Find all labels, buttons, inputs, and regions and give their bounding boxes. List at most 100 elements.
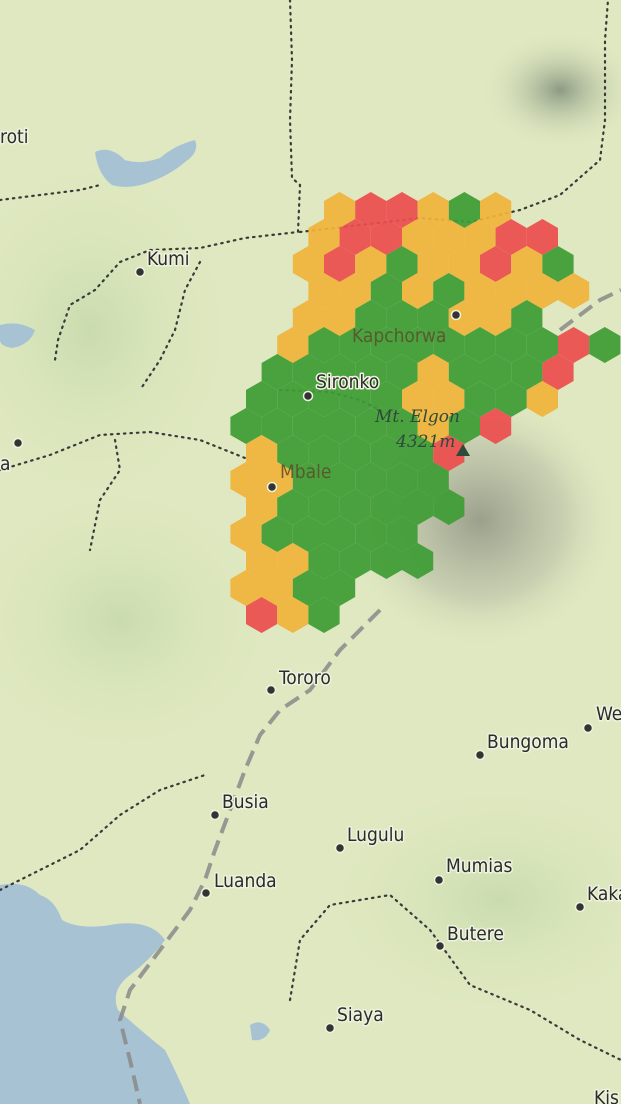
hexbin-cell[interactable] — [324, 516, 356, 552]
hexbin-cell[interactable] — [308, 597, 340, 633]
hexbin-cell[interactable] — [480, 408, 512, 444]
hexbin-cell[interactable] — [355, 408, 387, 444]
hexbin-cell[interactable] — [480, 354, 512, 390]
hexbin-cell[interactable] — [246, 489, 278, 525]
hexbin-cell[interactable] — [558, 327, 590, 363]
hexbin-cell[interactable] — [370, 273, 402, 309]
hexbin-cell[interactable] — [277, 435, 309, 471]
hexbin-cell[interactable] — [277, 489, 309, 525]
hexbin-cell[interactable] — [308, 327, 340, 363]
hexbin-cell[interactable] — [526, 219, 558, 255]
hexbin-cell[interactable] — [417, 192, 449, 228]
hexbin-cell[interactable] — [526, 381, 558, 417]
hexbin-cell[interactable] — [511, 354, 543, 390]
hexbin-cell[interactable] — [433, 381, 465, 417]
hexbin-cell[interactable] — [464, 381, 496, 417]
hexbin-cell[interactable] — [370, 327, 402, 363]
hexbin-cell[interactable] — [480, 192, 512, 228]
hexbin-cell[interactable] — [308, 219, 340, 255]
hexbin-cell[interactable] — [292, 570, 324, 606]
hexbin-cell[interactable] — [386, 246, 418, 282]
hexbin-cell[interactable] — [246, 435, 278, 471]
hexbin-cell[interactable] — [230, 408, 262, 444]
hexbin-cell[interactable] — [589, 327, 621, 363]
hexbin-cell[interactable] — [339, 435, 371, 471]
hexbin-cell[interactable] — [324, 462, 356, 498]
hexbin-cell[interactable] — [542, 354, 574, 390]
hexbin-cell[interactable] — [402, 219, 434, 255]
hexbin-cell[interactable] — [355, 192, 387, 228]
hexbin-cell[interactable] — [324, 354, 356, 390]
hexbin-cell[interactable] — [355, 462, 387, 498]
hexbin-cell[interactable] — [370, 489, 402, 525]
hexbin-cell[interactable] — [277, 327, 309, 363]
hexbin-cell[interactable] — [386, 354, 418, 390]
hexbin-cell[interactable] — [480, 246, 512, 282]
hexbin-cell[interactable] — [433, 219, 465, 255]
hexbin-cell[interactable] — [261, 516, 293, 552]
hexbin-cell[interactable] — [230, 516, 262, 552]
hexbin-cell[interactable] — [339, 273, 371, 309]
hexbin-cell[interactable] — [370, 435, 402, 471]
hexbin-cell[interactable] — [230, 462, 262, 498]
hexbin-cell[interactable] — [495, 273, 527, 309]
hexbin-cell[interactable] — [292, 408, 324, 444]
hexbin-cell[interactable] — [448, 246, 480, 282]
hexbin-cell[interactable] — [402, 381, 434, 417]
hexbin-cell[interactable] — [355, 516, 387, 552]
hexbin-cell[interactable] — [558, 273, 590, 309]
hexbin-cell[interactable] — [277, 543, 309, 579]
hexbin-cell[interactable] — [339, 219, 371, 255]
hexbin-cell[interactable] — [417, 462, 449, 498]
hexbin-cell[interactable] — [324, 246, 356, 282]
hexbin-cell[interactable] — [246, 597, 278, 633]
hexbin-cell[interactable] — [324, 408, 356, 444]
hexbin-cell[interactable] — [355, 300, 387, 336]
hexbin-cell[interactable] — [464, 219, 496, 255]
hexbin-cell[interactable] — [402, 435, 434, 471]
hexbin-cell[interactable] — [292, 246, 324, 282]
hexbin-cell[interactable] — [448, 192, 480, 228]
hexbin-cell[interactable] — [464, 327, 496, 363]
hexbin-cell[interactable] — [292, 300, 324, 336]
hexbin-cell[interactable] — [433, 489, 465, 525]
hexbin-cell[interactable] — [292, 354, 324, 390]
hexbin-cell[interactable] — [511, 300, 543, 336]
hexbin-cell[interactable] — [292, 516, 324, 552]
hexbin-cell[interactable] — [308, 273, 340, 309]
hexbin-cell[interactable] — [339, 489, 371, 525]
hexbin-cell[interactable] — [261, 570, 293, 606]
hexbin-cell[interactable] — [433, 435, 465, 471]
hexbin-cell[interactable] — [448, 408, 480, 444]
hexbin-cell[interactable] — [417, 246, 449, 282]
hexbin-cell[interactable] — [402, 543, 434, 579]
hexbin-cell[interactable] — [433, 327, 465, 363]
hexbin-cell[interactable] — [417, 300, 449, 336]
hexbin-cell[interactable] — [339, 381, 371, 417]
hexbin-cell[interactable] — [386, 300, 418, 336]
hexbin-cell[interactable] — [261, 354, 293, 390]
hexbin-cell[interactable] — [433, 273, 465, 309]
hexbin-cell[interactable] — [370, 543, 402, 579]
hexbin-cell[interactable] — [402, 327, 434, 363]
hexbin-cell[interactable] — [542, 246, 574, 282]
hexbin-cell[interactable] — [355, 246, 387, 282]
hexbin-cell[interactable] — [495, 381, 527, 417]
hexbin-cell[interactable] — [277, 381, 309, 417]
hexbin-cell[interactable] — [402, 489, 434, 525]
hexbin-cell[interactable] — [292, 462, 324, 498]
hexbin-cell[interactable] — [464, 273, 496, 309]
hexbin-cell[interactable] — [339, 543, 371, 579]
hexbin-cell[interactable] — [480, 300, 512, 336]
hexbin-cell[interactable] — [230, 570, 262, 606]
hexbin-cell[interactable] — [370, 381, 402, 417]
hexbin-cell[interactable] — [324, 300, 356, 336]
hexbin-cell[interactable] — [324, 570, 356, 606]
hexbin-cell[interactable] — [417, 408, 449, 444]
hexbin-cell[interactable] — [526, 327, 558, 363]
hexbin-cell[interactable] — [246, 543, 278, 579]
hexbin-cell[interactable] — [448, 354, 480, 390]
hexbin-cell[interactable] — [386, 462, 418, 498]
hexbin-cell[interactable] — [402, 273, 434, 309]
